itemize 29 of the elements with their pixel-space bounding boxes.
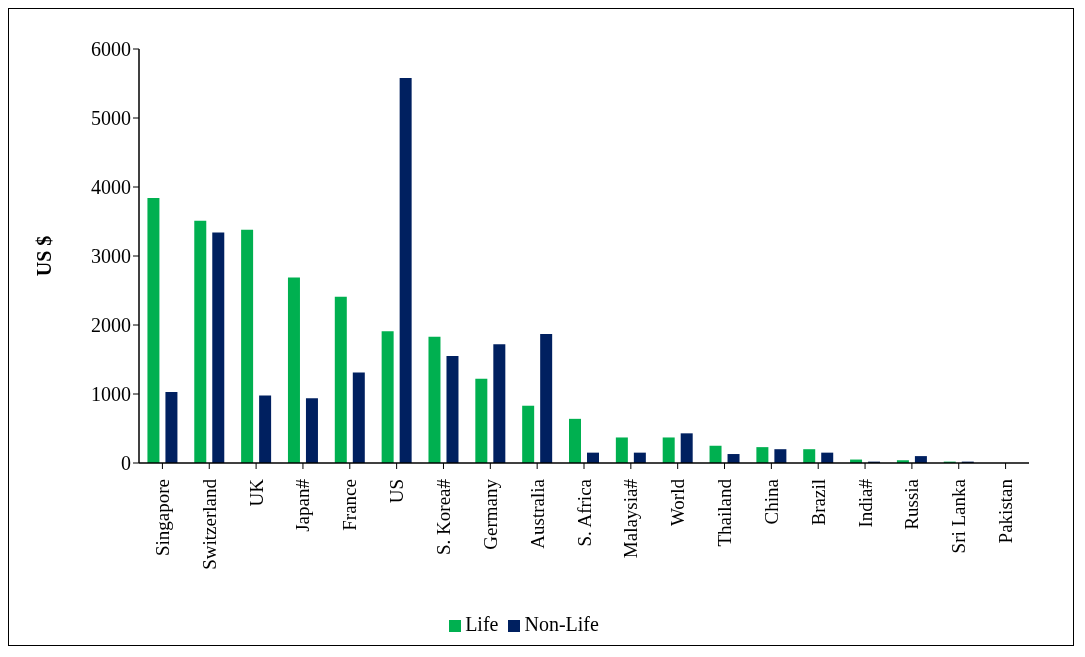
legend-label: Non-Life bbox=[524, 613, 599, 635]
x-tick-label: India# bbox=[854, 478, 876, 528]
y-tick-label: 2000 bbox=[91, 314, 131, 337]
x-tick-label: Japan# bbox=[292, 478, 314, 532]
x-tick-label: France bbox=[339, 479, 361, 531]
x-tick-label: World bbox=[667, 478, 689, 527]
y-tick-label: 3000 bbox=[91, 245, 131, 268]
x-tick-label: Australia bbox=[526, 478, 548, 549]
x-tick-label: Russia bbox=[901, 478, 923, 530]
y-tick-label: 5000 bbox=[91, 107, 131, 130]
x-tick-label: Germany bbox=[479, 478, 501, 550]
x-tick-label: Singapore bbox=[151, 479, 173, 557]
y-tick-label: 0 bbox=[121, 452, 131, 475]
x-tick-label: Sri Lanka bbox=[948, 478, 970, 554]
y-tick-label: 6000 bbox=[91, 38, 131, 61]
x-tick-label: US bbox=[386, 479, 408, 504]
legend-label: Life bbox=[465, 613, 499, 635]
x-tick-label: S. Africa bbox=[573, 478, 595, 547]
x-tick-label: UK bbox=[245, 478, 267, 507]
x-tick-label: Malaysia# bbox=[620, 478, 642, 559]
x-tick-label: Thailand bbox=[714, 478, 736, 547]
x-tick-label: Pakistan bbox=[995, 478, 1017, 544]
x-tick-label: China bbox=[760, 478, 782, 525]
y-tick-label: 1000 bbox=[91, 383, 131, 406]
x-tick-label: S. Korea# bbox=[432, 478, 454, 555]
x-tick-label: Brazil bbox=[807, 479, 829, 526]
x-tick-label: Switzerland bbox=[198, 478, 220, 570]
y-tick-label: 4000 bbox=[91, 176, 131, 199]
y-axis-title: US $ bbox=[33, 235, 56, 277]
